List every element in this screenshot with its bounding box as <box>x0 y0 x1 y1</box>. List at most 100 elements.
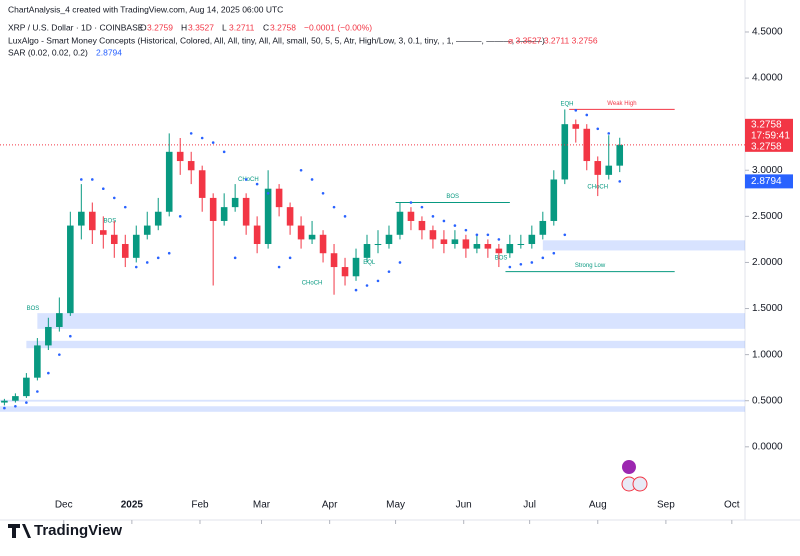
candle-body <box>572 124 580 129</box>
sar-dot <box>607 132 611 135</box>
logo: TradingView <box>34 522 122 539</box>
event-icon[interactable] <box>632 476 648 492</box>
y-tick-label: 2.5000 <box>752 211 783 222</box>
sar-dot <box>91 178 94 181</box>
sar-dot <box>398 261 402 264</box>
candle <box>396 202 404 240</box>
sar-dot <box>563 233 567 237</box>
candle <box>297 216 305 249</box>
candle-body <box>396 211 404 235</box>
y-tick-label: 0.0000 <box>752 441 783 452</box>
candle-body <box>154 211 162 226</box>
sar-dot <box>25 401 28 404</box>
ohlc-label: C <box>263 22 269 32</box>
x-tick-label: Mar <box>253 500 271 511</box>
price-tag-label: 3.2758 <box>751 141 782 152</box>
candle-body <box>550 179 558 221</box>
candle-body <box>99 230 107 235</box>
event-icon[interactable] <box>622 460 636 474</box>
annotation: BOS <box>104 219 117 225</box>
candle <box>363 234 371 263</box>
candle-body <box>363 244 371 258</box>
candle-body <box>605 165 613 175</box>
change: −0.0001 (−0.00%) <box>304 22 372 32</box>
sar-dot <box>453 224 457 227</box>
sar-dot <box>431 215 435 218</box>
sar-dot <box>255 182 259 186</box>
sar-dot <box>618 180 622 183</box>
candle <box>473 234 481 254</box>
sar-dot <box>442 219 446 223</box>
candle-body <box>253 225 261 245</box>
x-tick-label: 2025 <box>121 500 144 511</box>
candle-body <box>594 161 602 175</box>
annotation: BOS <box>27 306 40 312</box>
candle-body <box>583 128 591 162</box>
annotation: EQH <box>560 101 573 107</box>
credit: ChartAnalysis_4 created with TradingView… <box>8 4 283 14</box>
candle <box>429 225 437 249</box>
sar-dot <box>486 233 490 237</box>
sar-dot <box>14 404 17 408</box>
sar-dot <box>365 284 369 287</box>
sar-dot <box>101 187 105 190</box>
ohlc-label: H <box>181 22 187 32</box>
candle-body <box>110 234 118 245</box>
sar-dot <box>464 228 468 232</box>
candle-body <box>56 313 63 327</box>
sar-dot <box>497 238 501 241</box>
sar-dot <box>376 279 380 283</box>
candle-body <box>319 234 327 254</box>
sar-dot <box>69 334 72 338</box>
candle <box>506 234 514 258</box>
symbol: XRP / U.S. Dollar · 1D · COINBASE <box>8 22 144 32</box>
price-tag-label: 3.2758 <box>751 119 782 130</box>
candle <box>440 230 448 254</box>
candle-body <box>34 345 41 378</box>
candle <box>198 165 206 212</box>
candle <box>143 211 151 240</box>
sar-dot <box>288 256 292 260</box>
candle-body <box>473 244 481 249</box>
candle <box>209 193 217 286</box>
sar-dot <box>310 178 314 181</box>
candle <box>78 184 85 240</box>
ohlc-value: 3.2711 <box>229 22 255 32</box>
indicator: LuxAlgo - Smart Money Concepts (Historic… <box>8 35 545 45</box>
y-tick-label: 0.5000 <box>752 395 783 406</box>
candle <box>451 230 459 249</box>
candle-body <box>561 124 569 180</box>
x-tick-label: Feb <box>191 500 209 511</box>
candle <box>418 216 426 240</box>
candle <box>264 170 272 249</box>
x-tick-label: May <box>386 500 405 511</box>
sar-dot <box>244 178 248 181</box>
candle <box>583 124 591 171</box>
candle-body <box>242 197 250 226</box>
candle-body <box>209 197 217 221</box>
candle-body <box>385 234 393 245</box>
sar-dot <box>266 192 270 195</box>
candle <box>319 230 327 263</box>
structure-label: Strong Low <box>575 263 606 269</box>
candle <box>616 137 624 173</box>
candle <box>231 184 239 212</box>
sar-value: 2.8794 <box>96 47 122 57</box>
x-tick-label: Dec <box>55 500 73 511</box>
structure-label: Weak High <box>607 101 636 107</box>
ohlc-value: 3.2758 <box>270 22 296 32</box>
candle-body <box>220 207 228 221</box>
annotation: CHoCH <box>302 280 323 286</box>
candle <box>1 398 8 406</box>
candle-body <box>539 220 547 235</box>
candle-body <box>286 207 294 226</box>
order-block <box>542 240 745 251</box>
sar-dot <box>178 215 182 218</box>
sar-dot <box>47 371 50 375</box>
sar-dot <box>530 261 534 264</box>
x-tick-label: Jun <box>456 500 472 511</box>
candle-body <box>451 239 459 245</box>
candle <box>374 230 382 254</box>
candle <box>330 244 338 295</box>
candle <box>275 184 283 217</box>
